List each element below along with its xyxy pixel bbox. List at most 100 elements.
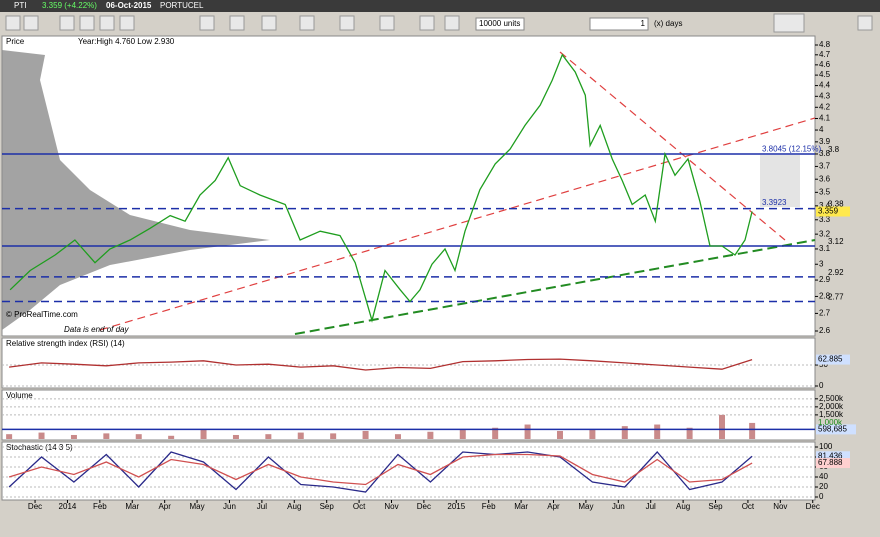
volume-bar bbox=[6, 434, 13, 439]
y-tick-label: 4.8 bbox=[819, 40, 831, 49]
volume-bar bbox=[362, 430, 369, 439]
volume-bar bbox=[168, 435, 175, 439]
trendline bbox=[559, 51, 786, 241]
average-label: 598,685 bbox=[818, 424, 847, 433]
stock-name: PORTUCEL bbox=[160, 1, 204, 10]
x-tick-label: Oct bbox=[742, 502, 755, 511]
level-label: 2.77 bbox=[828, 293, 844, 302]
last-label: 1,000k bbox=[818, 418, 843, 427]
symbol[interactable]: PTI bbox=[14, 1, 26, 10]
volume-bar bbox=[38, 432, 45, 439]
level-label: 2.92 bbox=[828, 268, 844, 277]
x-tick-label: Jun bbox=[612, 502, 625, 511]
period: 1 bbox=[641, 19, 646, 28]
title-bar bbox=[0, 0, 880, 12]
x-tick-label: Jun bbox=[223, 502, 236, 511]
y-tick-label: 2,000k bbox=[819, 402, 844, 411]
value-box bbox=[816, 354, 850, 365]
y-tick-label: 100 bbox=[819, 442, 833, 451]
trendline bbox=[99, 117, 816, 331]
y-tick-label: 4.2 bbox=[819, 102, 831, 111]
x-tick-label: 2015 bbox=[447, 502, 465, 511]
y-tick-label: 0 bbox=[819, 381, 824, 390]
volume-bar bbox=[524, 424, 531, 439]
y-tick-label: 2,500k bbox=[819, 394, 844, 403]
volume-bar bbox=[232, 434, 239, 439]
period-unit: (x) days bbox=[654, 19, 682, 28]
y-tick-label: 0 bbox=[819, 492, 824, 501]
period-field[interactable] bbox=[589, 17, 649, 31]
series-line bbox=[9, 358, 753, 371]
units: 10000 units bbox=[479, 19, 520, 28]
y-tick-label: 3.7 bbox=[819, 162, 831, 171]
last-value: 62.885 bbox=[818, 355, 843, 364]
x-tick-label: Mar bbox=[514, 502, 528, 511]
y-tick-label: 4.4 bbox=[819, 81, 831, 90]
last-value: 81.436 bbox=[818, 451, 843, 460]
source: © ProRealTime.com bbox=[6, 310, 78, 319]
toolbar-icons[interactable] bbox=[5, 13, 873, 33]
volume-bar bbox=[459, 429, 466, 439]
x-tick-label: Oct bbox=[353, 502, 366, 511]
panel-title: Volume bbox=[6, 391, 33, 400]
volume-bar bbox=[200, 429, 207, 439]
volume-bar bbox=[556, 430, 563, 439]
y-tick-label: 2.8 bbox=[819, 292, 831, 301]
volume-bar bbox=[719, 414, 726, 439]
x-tick-label: Apr bbox=[158, 502, 171, 511]
y-tick-label: 3.2 bbox=[819, 229, 831, 238]
series-line bbox=[8, 451, 753, 493]
annotation: 3.3923 bbox=[762, 198, 787, 207]
x-tick-label: Apr bbox=[547, 502, 560, 511]
series-line bbox=[8, 453, 753, 486]
y-tick-label: 4.3 bbox=[819, 91, 831, 100]
x-tick-label: Aug bbox=[287, 502, 301, 511]
y-tick-label: 4 bbox=[819, 125, 824, 134]
date: 06-Oct-2015 bbox=[106, 1, 152, 10]
value-box bbox=[816, 206, 850, 217]
last-value: 3.359 bbox=[818, 207, 839, 216]
value-box bbox=[816, 424, 856, 435]
x-tick-label: Jul bbox=[646, 502, 656, 511]
x-tick-label: Nov bbox=[384, 502, 398, 511]
volume-bar bbox=[589, 429, 596, 439]
volume-bar bbox=[394, 434, 401, 439]
last-value: 67.888 bbox=[818, 458, 843, 467]
x-tick-label: Mar bbox=[125, 502, 139, 511]
y-tick-label: 4.6 bbox=[819, 60, 831, 69]
y-tick-label: 3.1 bbox=[819, 244, 831, 253]
panel-title: Price bbox=[6, 37, 25, 46]
units-field[interactable] bbox=[475, 17, 525, 31]
y-tick-label: 40 bbox=[819, 472, 828, 481]
x-tick-label: Sep bbox=[320, 502, 335, 511]
x-tick-label: Feb bbox=[482, 502, 496, 511]
y-tick-label: 3.6 bbox=[819, 174, 831, 183]
stochastic-panel bbox=[1, 441, 816, 501]
volume-bar bbox=[621, 426, 628, 439]
y-tick-label: 20 bbox=[819, 482, 828, 491]
x-tick-label: May bbox=[578, 502, 593, 511]
y-tick-label: 3.8 bbox=[819, 149, 831, 158]
x-tick-label: 2014 bbox=[59, 502, 77, 511]
y-tick-label: 3.4 bbox=[819, 201, 831, 210]
volume-bar bbox=[135, 434, 142, 439]
volume-bar bbox=[427, 431, 434, 439]
volume-profile bbox=[2, 50, 270, 330]
x-tick-label: Dec bbox=[28, 502, 42, 511]
annotation: 3.8045 (12.15%) bbox=[762, 145, 821, 154]
x-tick-label: Nov bbox=[773, 502, 787, 511]
target-box bbox=[760, 155, 800, 207]
y-tick-label: 3.9 bbox=[819, 137, 831, 146]
series-line bbox=[9, 53, 753, 323]
volume-bar bbox=[749, 422, 756, 439]
level-label: 3.38 bbox=[828, 200, 844, 209]
trendline bbox=[294, 239, 816, 335]
panel-title: Stochastic (14 3 5) bbox=[6, 443, 73, 452]
x-tick-label: Jul bbox=[257, 502, 267, 511]
y-tick-label: 4.5 bbox=[819, 70, 831, 79]
y-tick-label: 2.6 bbox=[819, 326, 831, 335]
panel-title: Relative strength index (RSI) (14) bbox=[6, 339, 125, 348]
value-box bbox=[816, 451, 850, 462]
volume-bar bbox=[654, 424, 661, 439]
